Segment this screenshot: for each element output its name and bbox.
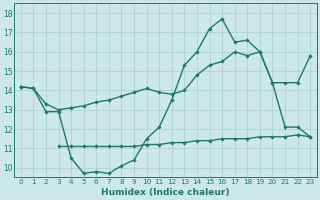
X-axis label: Humidex (Indice chaleur): Humidex (Indice chaleur)	[101, 188, 230, 197]
